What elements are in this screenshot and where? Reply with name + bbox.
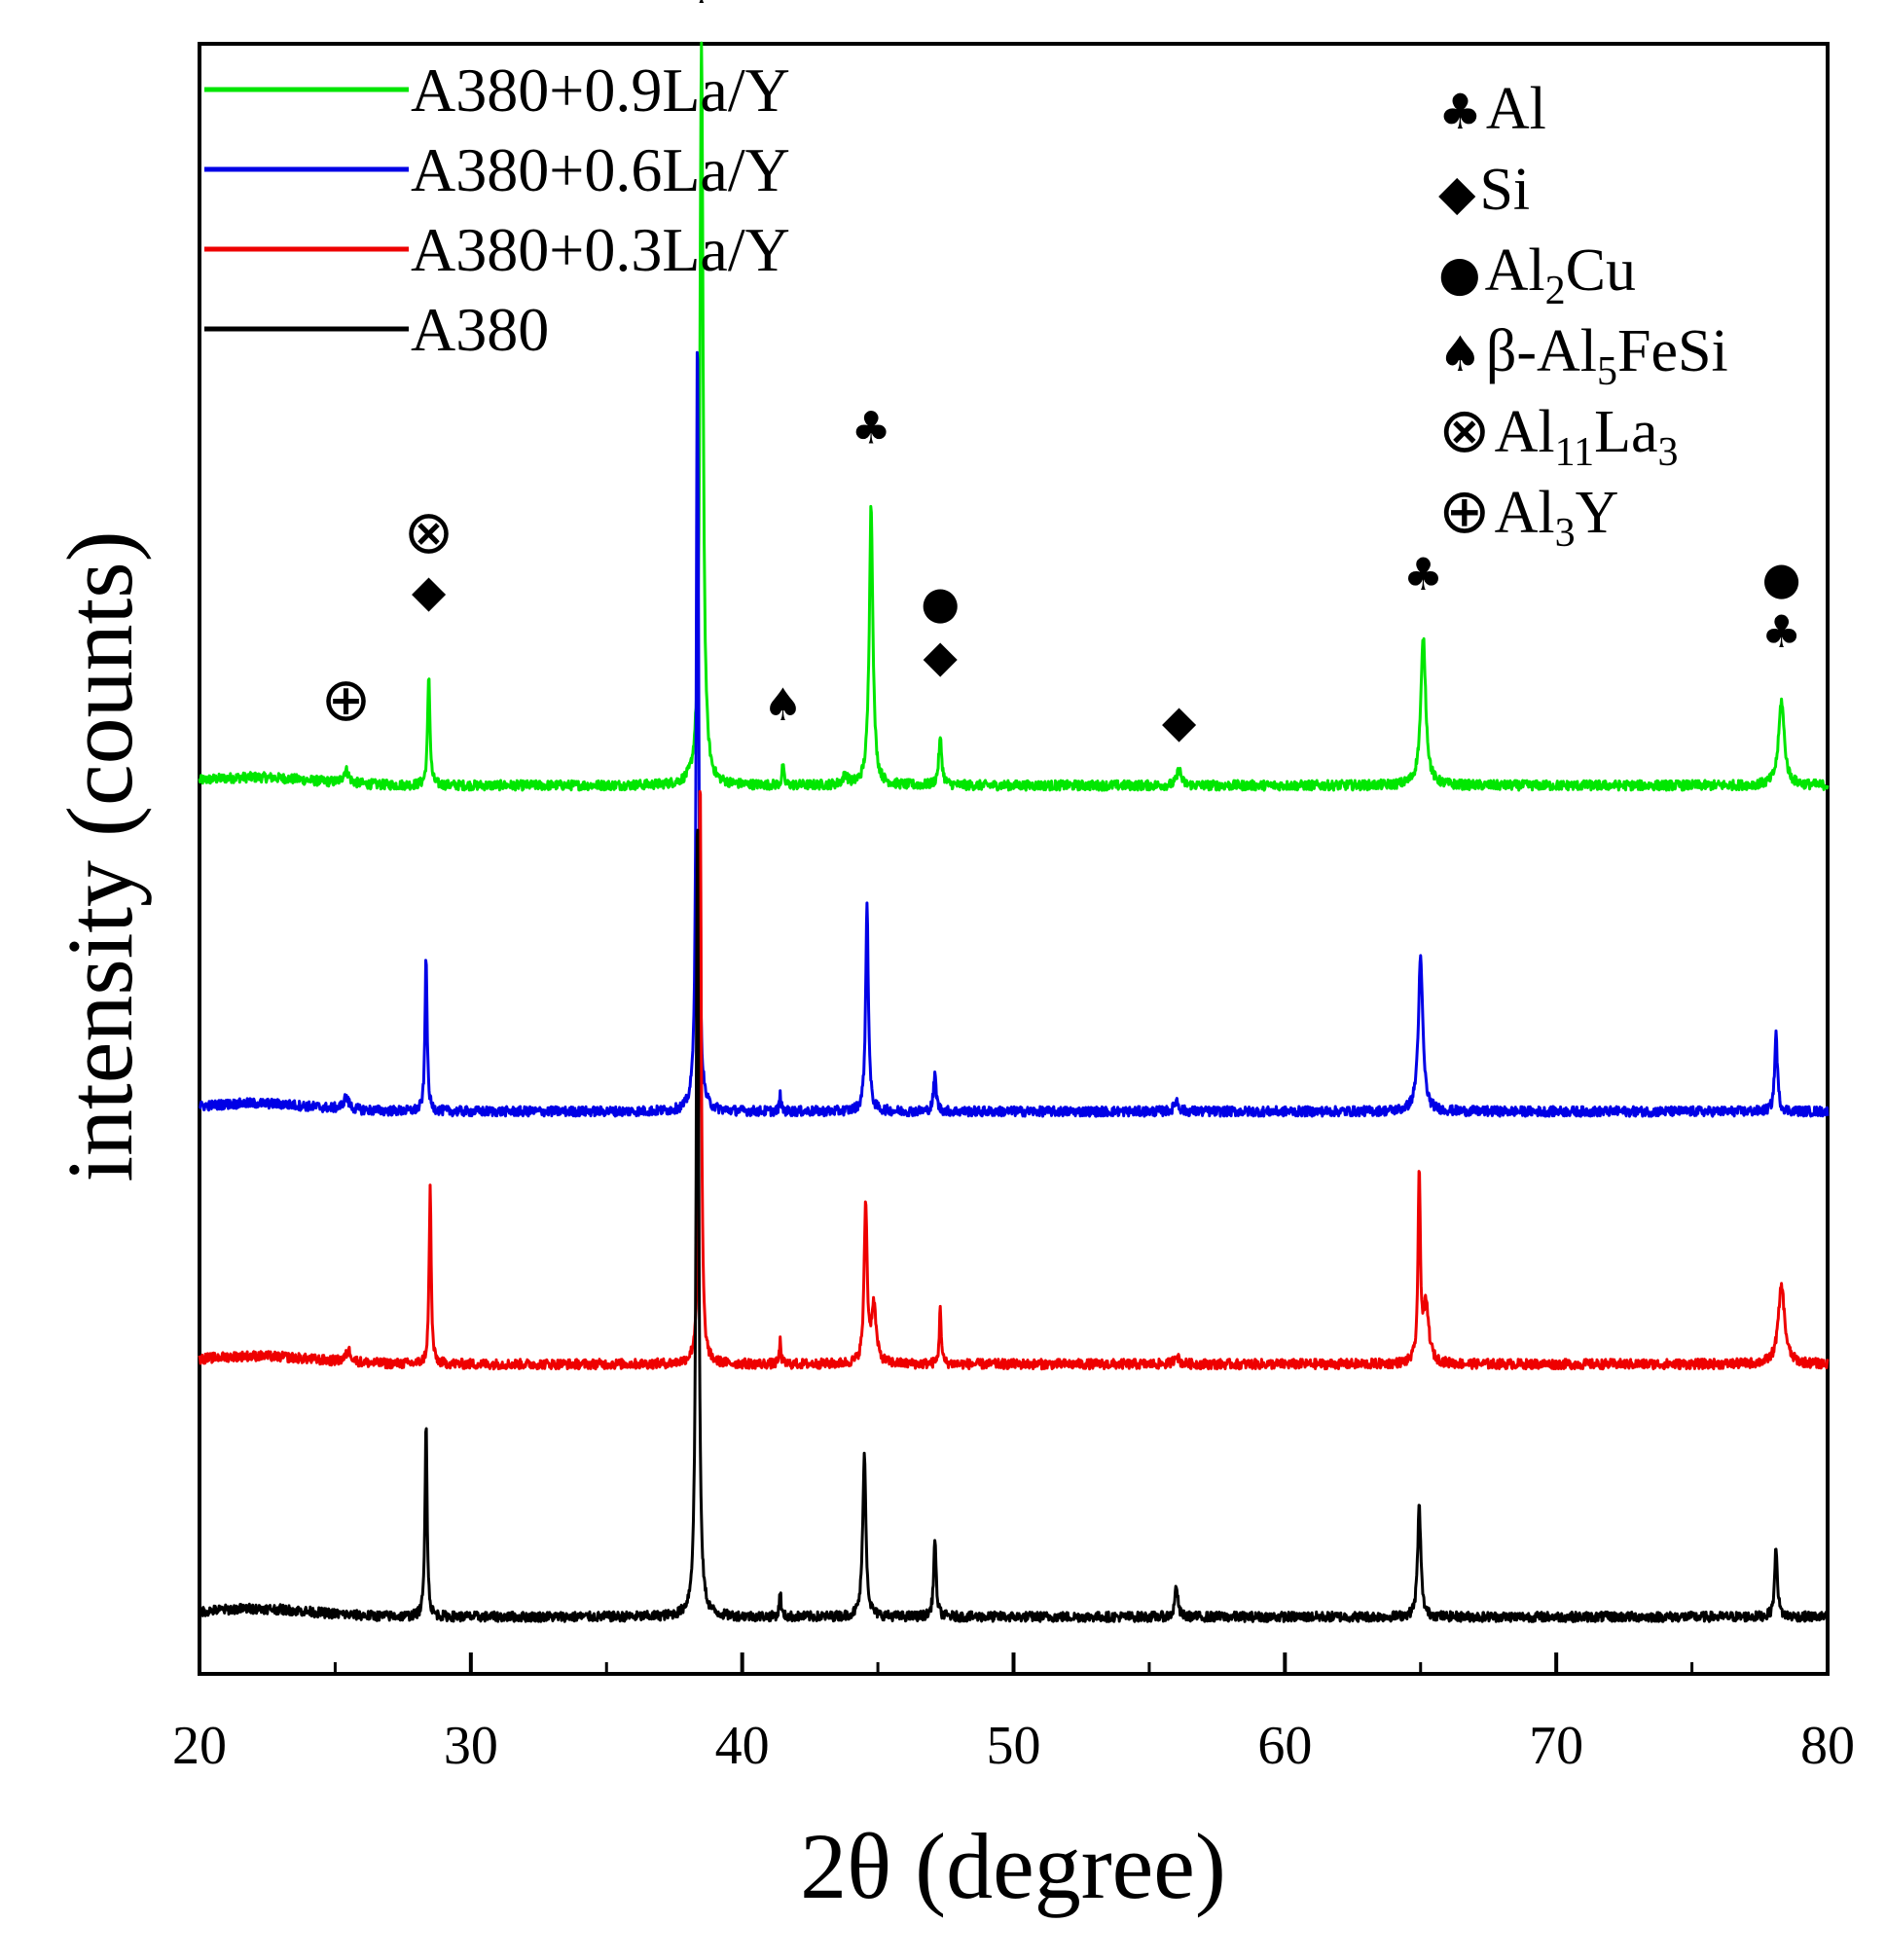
peak-marker: ♣ (1403, 548, 1443, 600)
x-tick-label: 30 (444, 1716, 498, 1776)
series-line (198, 41, 1830, 792)
phase-symbol: ⊕ (1438, 476, 1491, 548)
x-tick-label: 80 (1800, 1716, 1855, 1776)
peak-marker: ♣ (681, 0, 721, 14)
x-tick-label: 40 (715, 1716, 770, 1776)
phase-symbol: ● (1438, 245, 1481, 302)
peak-marker: ● (921, 576, 960, 629)
phase-symbol: ♠ (1438, 326, 1482, 382)
x-axis: 20 30 40 50 60 70 80 (172, 1652, 1855, 1776)
peak-marker: ● (1762, 552, 1801, 604)
x-tick-label: 50 (987, 1716, 1041, 1776)
x-axis-title: 2θ (degree) (800, 1814, 1226, 1918)
phase-legend-entry: ⊕Al3Y (1438, 476, 1618, 556)
peak-marker: ♣ (851, 401, 890, 454)
phase-legend-entry: ♣Al (1438, 76, 1546, 142)
legend-label: A380+0.9La/Y (411, 55, 790, 125)
phase-legend-entry: ◆Si (1438, 157, 1530, 223)
series-line (199, 350, 1830, 1118)
peak-marker: ⊕ (321, 664, 372, 735)
peak-marker: ◆ (924, 630, 959, 682)
phase-legend-entry: ♠β-Al5FeSi (1438, 318, 1728, 394)
series-layer (198, 41, 1830, 1623)
legend-label: A380 (411, 295, 549, 364)
legend-label: A380+0.3La/Y (411, 215, 790, 284)
x-tick-label: 20 (172, 1716, 227, 1776)
y-axis-title: intensity (counts) (48, 530, 152, 1181)
series-line (198, 828, 1830, 1623)
peak-marker: ⊗ (404, 496, 454, 567)
phase-legend-entry: ⊗Al11La3 (1438, 395, 1678, 475)
phase-legend: ♣Al ◆Si ●Al2Cu♠β-Al5FeSi⊗Al11La3⊕Al3Y (1438, 76, 1728, 556)
peak-marker: ♣ (1761, 605, 1801, 658)
phase-symbol: ◆ (1438, 164, 1476, 221)
x-tick-label: 60 (1257, 1716, 1312, 1776)
phase-symbol: ♣ (1438, 84, 1482, 140)
peak-marker: ◆ (412, 564, 447, 617)
x-tick-label: 70 (1529, 1716, 1583, 1776)
peak-annotations: ♣♣◆⊗⊕♠◆●◆♣♣● (321, 0, 1802, 747)
phase-legend-entry: ●Al2Cu (1438, 237, 1636, 313)
peak-marker: ♠ (763, 678, 803, 731)
series-line (198, 789, 1830, 1371)
legend-label: A380+0.6La/Y (411, 135, 790, 204)
series-legend: A380+0.9La/Y A380+0.6La/Y A380+0.3La/Y A380 (204, 55, 790, 364)
peak-marker: ◆ (1162, 695, 1197, 747)
phase-symbol: ⊗ (1438, 395, 1491, 467)
